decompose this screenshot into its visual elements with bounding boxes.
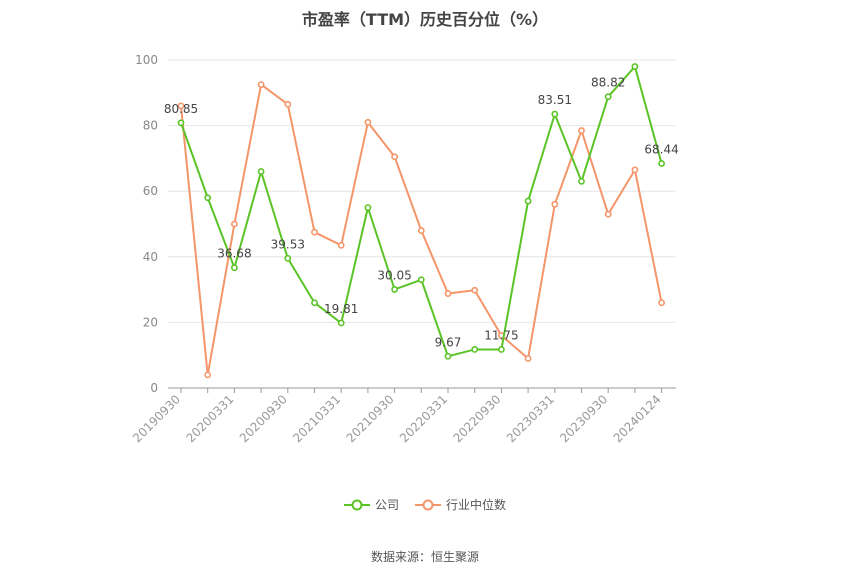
data-point-1 xyxy=(444,290,452,297)
y-tick-label: 80 xyxy=(143,119,158,133)
data-point-0 xyxy=(284,254,292,262)
legend-item-company[interactable]: 公司 xyxy=(343,496,399,513)
data-point-1 xyxy=(311,228,318,236)
data-point-0 xyxy=(524,197,532,205)
data-point-1 xyxy=(204,371,212,379)
data-label: 80.85 xyxy=(164,102,198,116)
data-point-0 xyxy=(471,346,479,353)
data-point-1 xyxy=(524,355,532,362)
x-tick-label: 20220930 xyxy=(450,392,503,445)
data-point-1 xyxy=(631,166,639,174)
data-label: 19.81 xyxy=(324,302,358,316)
data-point-0 xyxy=(177,119,185,127)
data-point-1 xyxy=(364,118,372,126)
data-point-1 xyxy=(257,81,265,88)
data-point-0 xyxy=(604,93,612,101)
source-note: 数据来源：恒生聚源 xyxy=(370,550,479,564)
data-point-1 xyxy=(284,100,292,108)
data-point-0 xyxy=(204,194,212,202)
data-label: 9.67 xyxy=(435,335,462,349)
data-point-1 xyxy=(177,102,185,110)
y-tick-label: 20 xyxy=(143,315,158,329)
data-point-0 xyxy=(444,352,452,360)
legend-industry-icon xyxy=(415,499,441,510)
data-point-0 xyxy=(311,299,318,307)
data-point-0 xyxy=(658,160,665,167)
x-tick-label: 20200930 xyxy=(237,392,290,445)
x-tick-label: 20240124 xyxy=(611,392,664,445)
data-point-0 xyxy=(417,276,425,284)
data-point-1 xyxy=(604,210,612,218)
data-point-0 xyxy=(497,346,505,353)
data-label: 30.05 xyxy=(377,268,411,282)
data-point-1 xyxy=(391,153,398,161)
legend-industry-label: 行业中位数 xyxy=(446,498,507,512)
legend-item-industry[interactable]: 行业中位数 xyxy=(415,496,506,513)
x-tick-label: 20210930 xyxy=(344,392,397,445)
data-label: 88.82 xyxy=(591,76,625,90)
data-point-1 xyxy=(417,227,425,234)
y-tick-label: 40 xyxy=(143,250,158,264)
data-point-1 xyxy=(658,299,665,307)
data-label: 68.44 xyxy=(644,143,678,157)
data-point-0 xyxy=(364,204,372,211)
y-tick-label: 60 xyxy=(143,184,158,198)
data-point-0 xyxy=(337,319,345,327)
data-point-0 xyxy=(551,110,559,118)
chart-title: 市盈率（TTM）历史百分位（%） xyxy=(301,10,549,29)
series-lines xyxy=(177,63,665,379)
legend-company-icon xyxy=(343,499,370,510)
data-point-0 xyxy=(631,63,639,70)
data-point-0 xyxy=(391,286,398,293)
x-tick-label: 20230930 xyxy=(557,392,610,445)
x-tick-label: 20220331 xyxy=(397,392,450,445)
data-point-1 xyxy=(230,220,238,228)
data-label: 39.53 xyxy=(271,237,305,251)
x-tick-label: 20210331 xyxy=(290,392,343,445)
y-tick-label: 0 xyxy=(150,381,158,395)
data-point-0 xyxy=(578,177,585,185)
x-tick-label: 20230331 xyxy=(504,392,557,445)
data-point-1 xyxy=(337,241,345,249)
data-point-1 xyxy=(471,286,479,294)
data-label: 11.75 xyxy=(484,328,518,342)
data-point-0 xyxy=(257,168,265,175)
data-labels: 80.85 36.68 39.53 19.81 30.05 9.67 11.75 83.51 8… xyxy=(164,76,679,350)
data-label: 36.68 xyxy=(217,247,251,261)
data-label: 83.51 xyxy=(538,93,572,107)
y-tick-label: 100 xyxy=(135,53,158,67)
x-tick-label: 20190930 xyxy=(130,392,183,445)
data-point-1 xyxy=(551,200,559,208)
legend-company-label: 公司 xyxy=(374,498,399,512)
legend: 公司 行业中位数 xyxy=(0,496,850,513)
data-point-0 xyxy=(230,264,238,272)
x-tick-label: 20200331 xyxy=(183,392,236,445)
series-line-0 xyxy=(180,65,663,358)
data-point-1 xyxy=(578,127,585,134)
